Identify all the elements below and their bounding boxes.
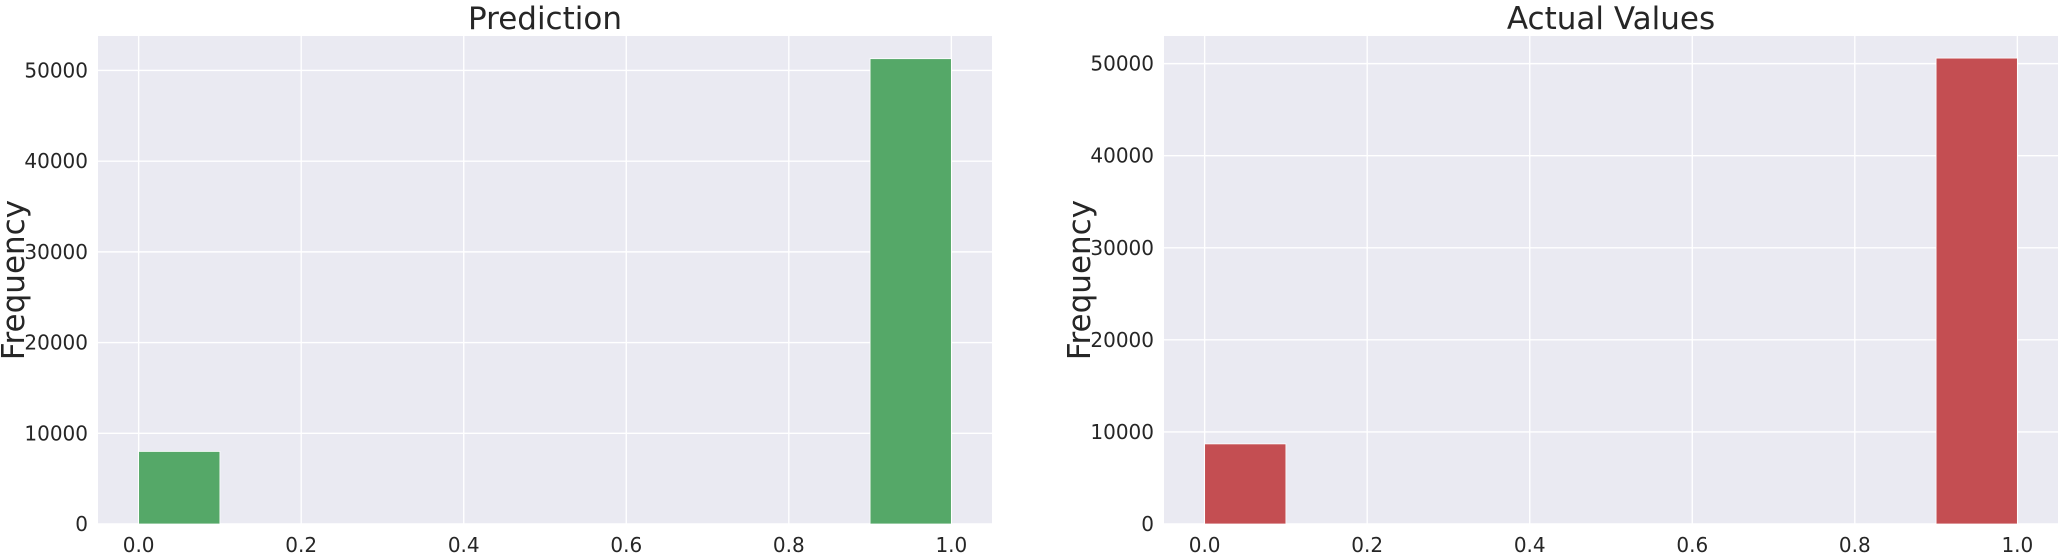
y-tick-label: 30000 xyxy=(24,240,88,264)
x-tick-label: 0.4 xyxy=(448,533,480,557)
x-tick-label: 0.8 xyxy=(1839,533,1871,557)
x-tick-label: 0.2 xyxy=(285,533,317,557)
y-tick-label: 50000 xyxy=(1090,52,1154,76)
bars-prediction xyxy=(138,58,952,525)
y-tick-label: 30000 xyxy=(1090,236,1154,260)
y-axis-label-prediction: Frequency xyxy=(0,200,32,360)
bar-actual-values-0 xyxy=(1204,443,1287,525)
y-tick-label: 0 xyxy=(75,512,88,536)
y-tick-label: 20000 xyxy=(1090,328,1154,352)
x-tick-label: 1.0 xyxy=(2001,533,2033,557)
panel-prediction: 0.0 0.2 0.4 0.6 0.8 1.0 0 10000 20000 30000 40000 5… xyxy=(0,1,992,557)
ticks-prediction: 0.0 0.2 0.4 0.6 0.8 1.0 0 10000 20000 30000 40000 5… xyxy=(24,58,967,557)
x-tick-label: 0.4 xyxy=(1514,533,1546,557)
bar-actual-values-1 xyxy=(1935,57,2018,525)
panel-actual-values: 0.0 0.2 0.4 0.6 0.8 1.0 0 10000 20000 30000 40000 5… xyxy=(1062,1,2058,557)
chart-title-prediction: Prediction xyxy=(468,1,622,37)
bar-prediction-1 xyxy=(869,58,952,525)
x-tick-label: 0.8 xyxy=(773,533,805,557)
y-tick-label: 0 xyxy=(1141,512,1154,536)
y-tick-label: 10000 xyxy=(24,421,88,445)
ticks-actual-values: 0.0 0.2 0.4 0.6 0.8 1.0 0 10000 20000 30000 40000 5… xyxy=(1090,52,2033,557)
y-tick-label: 20000 xyxy=(24,331,88,355)
y-tick-label: 10000 xyxy=(1090,420,1154,444)
x-tick-label: 0.6 xyxy=(1676,533,1708,557)
bars-actual-values xyxy=(1204,57,2018,525)
x-tick-label: 0.6 xyxy=(610,533,642,557)
y-tick-label: 50000 xyxy=(24,58,88,82)
x-tick-label: 1.0 xyxy=(935,533,967,557)
bar-prediction-0 xyxy=(138,451,221,525)
x-tick-label: 0.2 xyxy=(1351,533,1383,557)
chart-title-actual-values: Actual Values xyxy=(1507,1,1715,37)
x-tick-label: 0.0 xyxy=(123,533,155,557)
plot-area-prediction xyxy=(98,36,992,524)
y-axis-label-actual-values: Frequency xyxy=(1062,200,1098,360)
y-tick-label: 40000 xyxy=(24,149,88,173)
plot-area-actual-values xyxy=(1164,36,2058,524)
y-tick-label: 40000 xyxy=(1090,144,1154,168)
x-tick-label: 0.0 xyxy=(1189,533,1221,557)
